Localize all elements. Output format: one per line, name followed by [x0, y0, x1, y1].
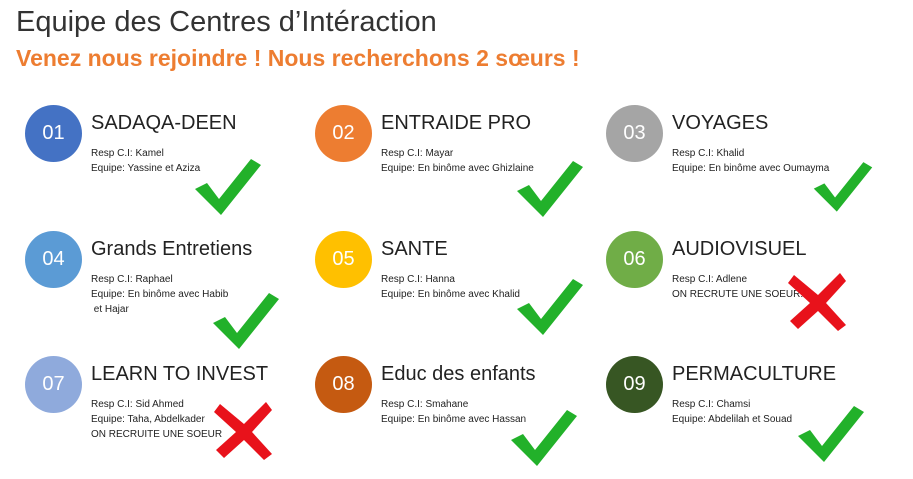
number-badge: 04 — [25, 231, 82, 288]
checkmark-icon — [511, 410, 577, 466]
checkmark-icon — [213, 293, 279, 349]
number-badge: 01 — [25, 105, 82, 162]
checkmark-icon — [517, 161, 583, 217]
team-members-continued: et Hajar — [91, 304, 129, 315]
team-name: SANTE — [381, 238, 448, 260]
team-resp: Resp C.I: Mayar — [381, 148, 454, 159]
number-badge: 09 — [606, 356, 663, 413]
team-name: ENTRAIDE PRO — [381, 112, 532, 134]
team-resp: Resp C.I: Adlene — [672, 274, 748, 285]
checkmark-icon — [517, 279, 583, 335]
team-name: LEARN TO INVEST — [91, 363, 269, 385]
team-members: Equipe: Yassine et Aziza — [91, 163, 201, 174]
team-name: Grands Entretiens — [91, 238, 253, 260]
team-card-audiovisuel: 06 AUDIOVISUEL Resp C.I: Adlene ON RECRU… — [606, 231, 886, 349]
team-members: Equipe: Taha, Abdelkader — [91, 414, 205, 425]
team-card-educ-des-enfants: 08 Educ des enfants Resp C.I: Smahane Eq… — [315, 356, 595, 474]
team-name: Educ des enfants — [381, 363, 536, 385]
number-badge: 02 — [315, 105, 372, 162]
page-title: Equipe des Centres d’Intéraction — [16, 6, 437, 38]
page-subtitle: Venez nous rejoindre ! Nous recherchons … — [16, 45, 580, 71]
team-members: Equipe: En binôme avec Habib — [91, 289, 229, 300]
team-resp: Resp C.I: Sid Ahmed — [91, 399, 184, 410]
team-card-permaculture: 09 PERMACULTURE Resp C.I: Chamsi Equipe:… — [606, 356, 886, 474]
team-resp: Resp C.I: Hanna — [381, 274, 455, 285]
team-card-sadaqa-deen: 01 SADAQA-DEEN Resp C.I: Kamel Equipe: Y… — [25, 105, 305, 223]
team-members: Equipe: En binôme avec Khalid — [381, 289, 520, 300]
team-name: PERMACULTURE — [672, 363, 837, 385]
team-members: Equipe: En binôme avec Hassan — [381, 414, 527, 425]
team-card-sante: 05 SANTE Resp C.I: Hanna Equipe: En binô… — [315, 231, 595, 349]
team-resp: Resp C.I: Raphael — [91, 274, 173, 285]
cross-icon — [788, 273, 846, 331]
team-resp: Resp C.I: Smahane — [381, 399, 469, 410]
number-badge: 07 — [25, 356, 82, 413]
checkmark-icon — [195, 159, 261, 215]
team-card-voyages: 03 VOYAGES Resp C.I: Khalid Equipe: En b… — [606, 105, 886, 223]
cross-icon — [214, 402, 272, 460]
number-badge: 03 — [606, 105, 663, 162]
team-name: VOYAGES — [672, 112, 769, 134]
recruiting-note: ON RECRUITE UNE SOEUR — [91, 429, 223, 440]
number-badge: 06 — [606, 231, 663, 288]
team-card-learn-to-invest: 07 LEARN TO INVEST Resp C.I: Sid Ahmed E… — [25, 356, 305, 474]
checkmark-icon — [813, 162, 873, 212]
team-resp: Resp C.I: Kamel — [91, 148, 164, 159]
number-badge: 08 — [315, 356, 372, 413]
checkmark-icon — [798, 406, 864, 462]
team-resp: Resp C.I: Khalid — [672, 148, 745, 159]
number-badge: 05 — [315, 231, 372, 288]
team-members: Equipe: En binôme avec Ghizlaine — [381, 163, 534, 174]
team-name: SADAQA-DEEN — [91, 112, 237, 134]
team-members: Equipe: En binôme avec Oumayma — [672, 163, 830, 174]
team-card-entraide-pro: 02 ENTRAIDE PRO Resp C.I: Mayar Equipe: … — [315, 105, 595, 223]
recruiting-note: ON RECRUTE UNE SOEUR! — [672, 289, 804, 300]
team-name: AUDIOVISUEL — [672, 238, 807, 260]
team-members: Equipe: Abdelilah et Souad — [672, 414, 793, 425]
team-resp: Resp C.I: Chamsi — [672, 399, 751, 410]
team-card-grands-entretiens: 04 Grands Entretiens Resp C.I: Raphael E… — [25, 231, 305, 349]
